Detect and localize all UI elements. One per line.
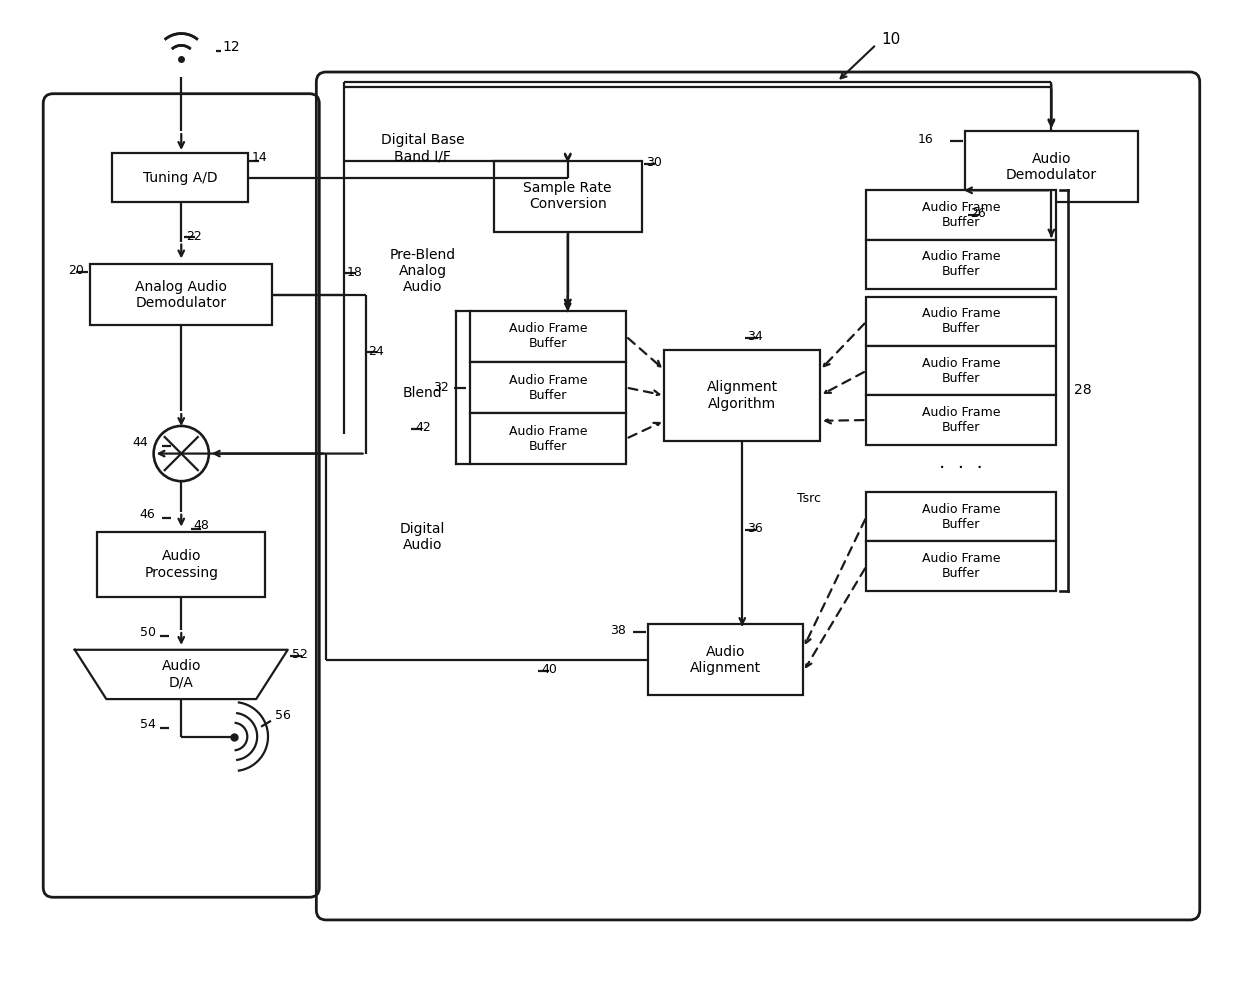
Bar: [470, 310, 626, 362]
Bar: [647, 624, 804, 696]
Text: Digital
Audio: Digital Audio: [401, 523, 445, 552]
Bar: [867, 492, 1055, 541]
Text: 22: 22: [186, 229, 202, 243]
Text: ·  ·  ·: · · ·: [939, 458, 983, 478]
Text: Alignment
Algorithm: Alignment Algorithm: [707, 380, 777, 410]
Bar: [113, 153, 248, 203]
Text: Audio Frame
Buffer: Audio Frame Buffer: [921, 503, 1001, 531]
Text: 50: 50: [140, 626, 156, 639]
Text: 20: 20: [68, 264, 84, 278]
Text: 34: 34: [748, 330, 763, 343]
Bar: [470, 362, 626, 413]
Text: 30: 30: [646, 156, 661, 169]
Text: 12: 12: [223, 41, 241, 54]
Text: Audio Frame
Buffer: Audio Frame Buffer: [921, 250, 1001, 279]
Text: Sample Rate
Conversion: Sample Rate Conversion: [523, 181, 613, 211]
Text: Audio
Demodulator: Audio Demodulator: [1006, 151, 1097, 182]
Text: 40: 40: [541, 663, 557, 677]
Text: Tuning A/D: Tuning A/D: [143, 171, 217, 185]
Text: 14: 14: [252, 151, 267, 164]
Text: 32: 32: [433, 381, 449, 394]
Text: Audio Frame
Buffer: Audio Frame Buffer: [921, 552, 1001, 580]
Bar: [867, 240, 1055, 288]
Bar: [98, 533, 265, 597]
Text: Audio Frame
Buffer: Audio Frame Buffer: [508, 373, 588, 401]
Bar: [665, 350, 820, 441]
Text: 28: 28: [1074, 383, 1091, 397]
Bar: [867, 296, 1055, 346]
Text: Audio Frame
Buffer: Audio Frame Buffer: [508, 322, 588, 351]
Text: 24: 24: [368, 345, 384, 358]
Text: Blend: Blend: [403, 386, 443, 400]
Text: 42: 42: [415, 421, 430, 434]
Text: Digital Base
Band I/F: Digital Base Band I/F: [381, 132, 465, 163]
Bar: [867, 191, 1055, 240]
Text: 48: 48: [193, 520, 210, 533]
Bar: [867, 346, 1055, 395]
Bar: [470, 413, 626, 464]
Text: 26: 26: [970, 206, 986, 220]
Text: Audio Frame
Buffer: Audio Frame Buffer: [921, 406, 1001, 434]
Text: Audio Frame
Buffer: Audio Frame Buffer: [508, 425, 588, 453]
Text: 38: 38: [610, 624, 626, 637]
Text: Audio
Alignment: Audio Alignment: [689, 644, 761, 675]
Bar: [867, 541, 1055, 591]
Bar: [867, 395, 1055, 445]
Text: Audio Frame
Buffer: Audio Frame Buffer: [921, 307, 1001, 336]
Text: Pre-Blend
Analog
Audio: Pre-Blend Analog Audio: [389, 248, 456, 294]
Text: Audio Frame
Buffer: Audio Frame Buffer: [921, 201, 1001, 229]
Text: 52: 52: [291, 648, 308, 661]
Text: 10: 10: [882, 32, 900, 47]
Text: Audio Frame
Buffer: Audio Frame Buffer: [921, 357, 1001, 384]
Text: 16: 16: [918, 133, 934, 146]
Text: 56: 56: [275, 708, 291, 722]
Text: 36: 36: [748, 523, 763, 535]
Text: 18: 18: [347, 266, 363, 279]
Text: 46: 46: [140, 508, 155, 521]
Text: Audio
Processing: Audio Processing: [144, 549, 218, 580]
Text: Tsrc: Tsrc: [797, 492, 821, 505]
Bar: [89, 264, 272, 325]
Bar: [965, 131, 1137, 203]
Text: Audio
D/A: Audio D/A: [161, 659, 201, 690]
Text: 54: 54: [140, 717, 156, 731]
Text: 44: 44: [131, 436, 148, 449]
Bar: [494, 161, 641, 232]
Text: Analog Audio
Demodulator: Analog Audio Demodulator: [135, 280, 227, 310]
